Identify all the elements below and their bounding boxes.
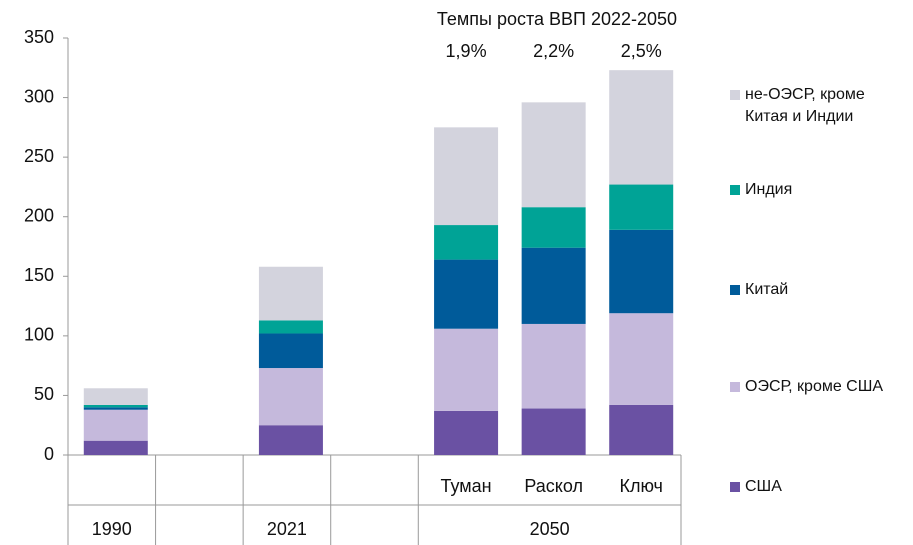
x-tick-label: Туман — [441, 476, 492, 496]
chart-title: Темпы роста ВВП 2022-2050 — [437, 9, 677, 29]
y-tick-label: 350 — [24, 27, 54, 47]
legend-label: Индия — [745, 181, 793, 198]
bar-segment — [434, 328, 499, 411]
group-label: 2050 — [530, 519, 570, 539]
y-tick-label: 200 — [24, 205, 54, 225]
bar-segment — [521, 323, 586, 409]
bar-segment — [521, 207, 586, 248]
bar-segment — [609, 70, 674, 185]
bar-segment — [83, 409, 148, 441]
legend-swatch — [730, 90, 740, 100]
bar-segment — [609, 184, 674, 230]
bar-segment — [434, 225, 499, 260]
bar-segment — [83, 388, 148, 405]
bar-segment — [83, 440, 148, 455]
bar-segment — [521, 247, 586, 324]
legend-label: не-ОЭСР, кроме Китая и Индии — [745, 86, 865, 125]
y-tick-label: 250 — [24, 146, 54, 166]
bar-segment — [521, 408, 586, 455]
legend-swatch — [730, 185, 740, 195]
y-tick-label: 150 — [24, 265, 54, 285]
bar-segment — [258, 333, 323, 369]
y-tick-label: 300 — [24, 86, 54, 106]
legend-swatch — [730, 285, 740, 295]
legend-item: ОЭСР, кроме США — [730, 376, 910, 398]
y-tick-label: 100 — [24, 325, 54, 345]
bar-segment — [258, 320, 323, 334]
x-tick-label: Раскол — [524, 476, 583, 496]
bar-segment — [609, 313, 674, 405]
bar-segment — [609, 229, 674, 314]
legend-swatch — [730, 382, 740, 392]
legend-label: ОЭСР, кроме США — [745, 378, 884, 395]
x-tick-label: Ключ — [619, 476, 662, 496]
legend-item: США — [730, 476, 910, 498]
bar-segment — [609, 404, 674, 455]
bar-segment — [434, 410, 499, 455]
bar-segment — [258, 266, 323, 321]
bar-segment — [434, 127, 499, 226]
annotation: 2,5% — [621, 41, 662, 61]
group-label: 1990 — [92, 519, 132, 539]
bar-segment — [521, 102, 586, 208]
legend-item: не-ОЭСР, кроме Китая и Индии — [730, 84, 910, 128]
legend-label: Китай — [745, 281, 789, 298]
legend-swatch — [730, 482, 740, 492]
group-label: 2021 — [267, 519, 307, 539]
bar-segment — [83, 407, 148, 410]
legend-item: Китай — [730, 279, 910, 301]
bar-segment — [434, 259, 499, 329]
legend-label: США — [745, 478, 782, 495]
bar-segment — [83, 404, 148, 408]
y-tick-label: 0 — [44, 444, 54, 464]
annotation: 1,9% — [446, 41, 487, 61]
legend-item: Индия — [730, 179, 910, 201]
bar-segment — [258, 425, 323, 455]
bar-segment — [258, 368, 323, 426]
annotation: 2,2% — [533, 41, 574, 61]
y-tick-label: 50 — [34, 384, 54, 404]
